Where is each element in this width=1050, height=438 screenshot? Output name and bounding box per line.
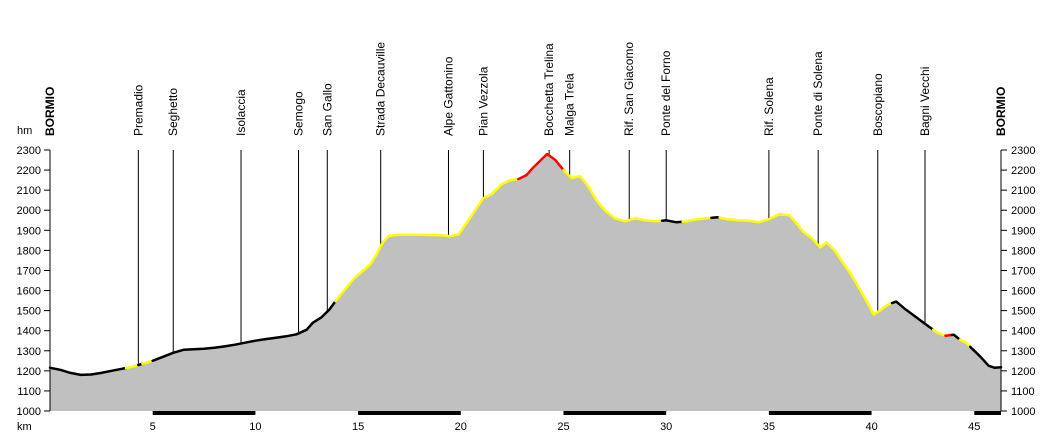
y-tick-label-right: 2100 bbox=[1011, 185, 1035, 197]
waypoint-labels-layer: BORMIO Premadio Seghetto Isolaccia Semogo San… bbox=[43, 42, 1008, 136]
waypoint-label: Rif. San Giacomo bbox=[622, 42, 636, 136]
y-tick-label-left: 2100 bbox=[17, 185, 41, 197]
km-band bbox=[358, 411, 461, 415]
profile-segments-layer bbox=[48, 152, 1003, 377]
x-axis-unit-label: km bbox=[17, 421, 32, 433]
profile-segment-yellow bbox=[141, 359, 154, 366]
y-tick-label-right: 1100 bbox=[1011, 386, 1035, 398]
y-tick-label-left: 1100 bbox=[17, 386, 41, 398]
y-tick-label-right: 1600 bbox=[1011, 286, 1035, 298]
y-tick-label-right: 1400 bbox=[1011, 326, 1035, 338]
profile-segment-black bbox=[968, 345, 1003, 370]
x-tick-label: 40 bbox=[865, 421, 877, 433]
y-tick-label-right: 1800 bbox=[1011, 245, 1035, 257]
profile-area-layer bbox=[50, 154, 1001, 411]
y-tick-label-right: 1300 bbox=[1011, 346, 1035, 358]
waypoint-label: Bagni Vecchi bbox=[918, 67, 932, 136]
y-tick-label-right: 1000 bbox=[1011, 406, 1035, 418]
x-tick-label: 10 bbox=[249, 421, 261, 433]
y-tick-label-right: 2300 bbox=[1011, 145, 1035, 157]
chart-frame bbox=[49, 150, 1002, 411]
x-tick-label: 20 bbox=[455, 421, 467, 433]
profile-segment-yellow bbox=[931, 328, 947, 337]
y-axis-unit-label: hm bbox=[17, 125, 32, 137]
y-tick-label-right: 2200 bbox=[1011, 165, 1035, 177]
waypoint-label: Boscopiano bbox=[871, 73, 885, 136]
y-tick-label-left: 1700 bbox=[17, 265, 41, 277]
waypoint-label: Strada Decauville bbox=[374, 42, 388, 136]
profile-segment-black bbox=[660, 219, 684, 224]
y-tick-label-right: 1500 bbox=[1011, 306, 1035, 318]
waypoint-label: Isolaccia bbox=[234, 89, 248, 136]
waypoint-label: Semogo bbox=[292, 91, 306, 136]
profile-segment-yellow bbox=[334, 177, 520, 303]
y-tick-label-right: 1900 bbox=[1011, 225, 1035, 237]
waypoint-label: Pian Vezzola bbox=[476, 66, 490, 136]
km-band bbox=[768, 411, 872, 415]
waypoint-label: Rif. Solena bbox=[762, 77, 776, 136]
waypoint-label: Malga Trela bbox=[563, 73, 577, 136]
x-tick-label: 30 bbox=[660, 421, 672, 433]
profile-segment-black bbox=[950, 333, 962, 341]
x-tick-label: 45 bbox=[968, 421, 980, 433]
y-tick-label-left: 2000 bbox=[17, 205, 41, 217]
waypoint-label: Ponte di Solena bbox=[811, 51, 825, 136]
y-tick-label-left: 1600 bbox=[17, 286, 41, 298]
x-tick-label: 15 bbox=[352, 421, 364, 433]
x-tick-label: 35 bbox=[763, 421, 775, 433]
profile-segment-yellow bbox=[958, 338, 972, 349]
profile-segment-yellow bbox=[681, 216, 713, 223]
y-tick-label-right: 1200 bbox=[1011, 366, 1035, 378]
y-tick-label-left: 1800 bbox=[17, 245, 41, 257]
profile-segment-red bbox=[517, 152, 565, 181]
waypoint-label: Premadio bbox=[131, 84, 145, 136]
profile-segment-black bbox=[890, 300, 935, 331]
y-tick-label-left: 1000 bbox=[17, 406, 41, 418]
waypoint-label: Alpe Gattonino bbox=[442, 56, 456, 136]
y-tick-label-left: 2300 bbox=[17, 145, 41, 157]
y-tick-label-left: 1200 bbox=[17, 366, 41, 378]
waypoint-label: San Gallo bbox=[320, 83, 334, 136]
y-tick-label-right: 2000 bbox=[1011, 205, 1035, 217]
y-tick-label-left: 1900 bbox=[17, 225, 41, 237]
x-tick-label: 5 bbox=[150, 421, 156, 433]
y-tick-label-left: 1300 bbox=[17, 346, 41, 358]
km-band bbox=[563, 411, 667, 415]
y-tick-label-left: 1500 bbox=[17, 306, 41, 318]
km-band bbox=[152, 411, 256, 415]
x-tick-label: 25 bbox=[557, 421, 569, 433]
profile-area bbox=[50, 154, 1001, 411]
profile-segment-yellow bbox=[562, 168, 664, 223]
waypoint-label: Seghetto bbox=[166, 88, 180, 136]
waypoint-lines-layer bbox=[137, 150, 926, 366]
axes-layer: 1000 1000 1100 1100 1200 1200 1300 1300 1400 1400… bbox=[17, 125, 1036, 433]
profile-segment-black bbox=[151, 300, 337, 363]
y-tick-label-right: 1700 bbox=[1011, 265, 1035, 277]
waypoint-label: Bocchetta Trelina bbox=[542, 43, 556, 136]
waypoint-label: Ponte del Forno bbox=[659, 50, 673, 136]
profile-segment-yellow bbox=[124, 363, 140, 370]
waypoint-label: BORMIO bbox=[994, 87, 1008, 136]
waypoint-label: BORMIO bbox=[43, 87, 57, 136]
y-tick-label-left: 2200 bbox=[17, 165, 41, 177]
km-band bbox=[974, 411, 1001, 415]
y-tick-label-left: 1400 bbox=[17, 326, 41, 338]
profile-segment-yellow bbox=[718, 212, 894, 316]
profile-segment-black bbox=[48, 366, 128, 377]
